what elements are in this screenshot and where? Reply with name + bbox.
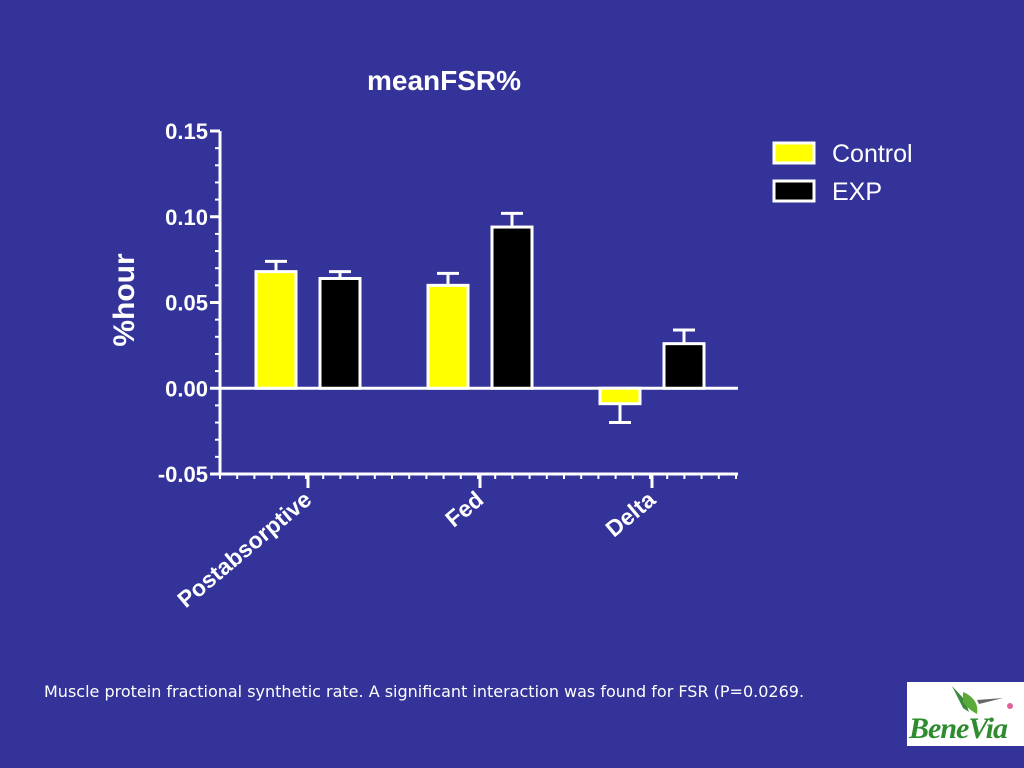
benevia-logo: BeneVia [907, 682, 1024, 746]
bar [662, 342, 706, 390]
bar [426, 283, 470, 390]
y-tick-label: 0.15 [165, 119, 208, 144]
bar [598, 386, 642, 406]
bar-chart: meanFSR% %hour 0.15 0.10 0.05 0.00 -0.05Post… [108, 65, 913, 613]
legend-swatch [772, 141, 816, 165]
y-tick-label: -0.05 [158, 462, 208, 487]
y-tick-label: 0.00 [165, 376, 208, 401]
legend-swatch [772, 179, 816, 203]
legend-label: EXP [832, 178, 882, 206]
hummingbird-icon [952, 686, 1013, 714]
bar [490, 225, 534, 390]
x-tick-label: Delta [600, 486, 660, 542]
y-tick-label: 0.05 [165, 291, 208, 316]
y-axis-label: %hour [108, 253, 141, 347]
legend: Control EXP [772, 140, 913, 206]
legend-label: Control [832, 140, 913, 168]
chart-title: meanFSR% [367, 65, 521, 96]
figure-caption: Muscle protein fractional synthetic rate… [44, 682, 805, 701]
logo-wordmark: BeneVia [909, 712, 1008, 745]
bar [318, 276, 362, 390]
x-tick-label: Fed [440, 486, 488, 532]
y-tick-label: 0.10 [165, 205, 208, 230]
x-tick-label: Postabsorptive [172, 486, 316, 613]
bar [254, 270, 298, 390]
